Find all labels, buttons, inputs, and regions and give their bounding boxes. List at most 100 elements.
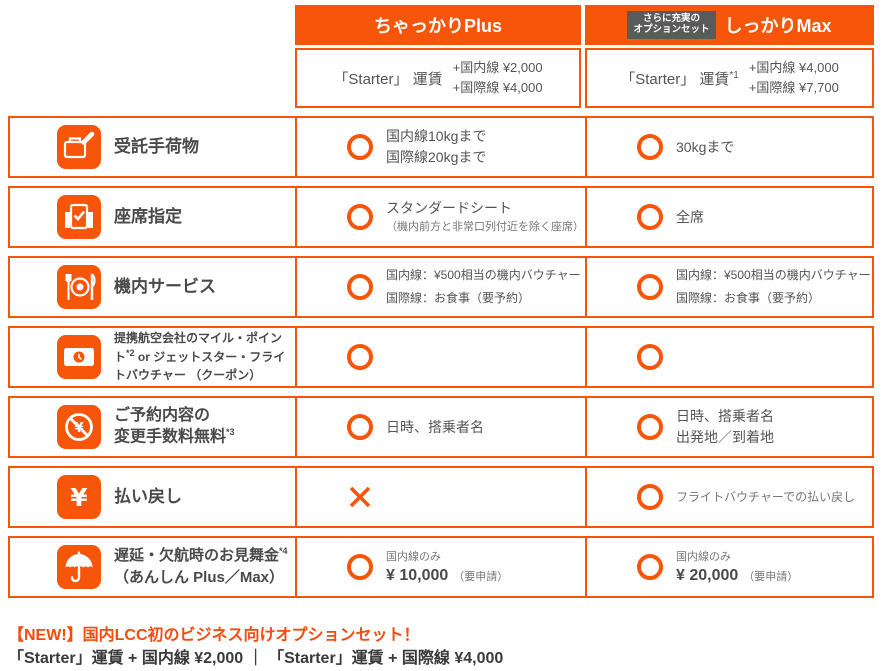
compensation-amount: ¥ 20,000 <box>676 566 739 584</box>
column-header-max: さらに充実の オプションセット しっかりMax <box>585 5 874 45</box>
cell-note: 国内線のみ <box>676 551 731 564</box>
included-circle-mark <box>637 344 663 370</box>
column-header-row: ちゃっかりPlus さらに充実の オプションセット しっかりMax <box>295 5 874 45</box>
feature-label: 遅延・欠航時のお見舞金*4 （あんしん Plus／Max） <box>114 546 288 586</box>
feature-cell: ¥ 払い戻し <box>10 468 297 526</box>
table-row-baggage: 受託手荷物 国内線10kgまで 国際線20kgまで 30kgまで <box>8 116 874 178</box>
max-cell: 国内線：¥500相当の機内バウチャー 国際線：お食事（要予約） <box>587 258 872 316</box>
compensation-amount: ¥ 10,000 <box>386 566 449 584</box>
plus-cell <box>297 468 587 526</box>
feature-label: 払い戻し <box>114 486 182 506</box>
table-row-meal: 機内サービス 国内線：¥500相当の機内バウチャー 国際線：お食事（要予約） 国… <box>8 256 874 318</box>
fare-line: +国内線 ¥4,000 <box>748 59 839 75</box>
compensation-suffix: （要申請） <box>453 570 509 583</box>
footer: 【NEW!】国内LCC初のビジネス向けオプションセット！ 「Starter」運賃… <box>8 624 874 671</box>
included-circle-mark <box>347 134 373 160</box>
fare-surcharges: +国内線 ¥4,000 +国際線 ¥7,700 <box>749 58 839 98</box>
included-circle-mark <box>637 414 663 440</box>
plus-cell: 国内線：¥500相当の機内バウチャー 国際線：お食事（要予約） <box>297 258 587 316</box>
cell-text: 全席 <box>676 208 704 225</box>
feature-label: ご予約内容の 変更手数料無料*3 <box>114 407 235 446</box>
plus-title: ちゃっかりPlus <box>373 16 502 36</box>
fare-price-row: 「Starter」 運賃 +国内線 ¥2,000 +国際線 ¥4,000 「St… <box>295 48 874 108</box>
footer-new-banner: 【NEW!】国内LCC初のビジネス向けオプションセット！ <box>8 627 420 644</box>
included-circle-mark <box>347 274 373 300</box>
fare-line: +国内線 ¥2,000 <box>452 59 543 75</box>
plus-cell: 国内線のみ ¥ 10,000 （要申請） <box>297 538 587 596</box>
feature-label: 機内サービス <box>114 276 216 296</box>
max-cell: 日時、搭乗者名 出発地／到着地 <box>587 398 872 456</box>
fare-label: 「Starter」 運賃 <box>333 70 443 88</box>
table-row-miles-voucher: 提携航空会社のマイル・ポイント*2 or ジェットスター・フライトバウチャー （… <box>8 326 874 388</box>
plus-cell: 日時、搭乗者名 <box>297 398 587 456</box>
cell-note: （機内前方と非常口列付近を除く座席） <box>386 220 584 233</box>
fare-label: 「Starter」 運賃*1 <box>620 69 739 88</box>
fare-comparison-table: ちゃっかりPlus さらに充実の オプションセット しっかりMax 「Start… <box>8 5 874 598</box>
feature-label: 座席指定 <box>114 206 182 226</box>
badge-line: オプションセット <box>633 24 710 35</box>
voucher-icon <box>57 335 101 379</box>
cell-text: スタンダードシート <box>386 199 512 216</box>
included-circle-mark <box>347 204 373 230</box>
not-included-cross-mark <box>347 484 373 510</box>
cell-text: 国際線：お食事（要予約） <box>676 291 821 305</box>
max-cell <box>587 328 872 386</box>
feature-cell: 座席指定 <box>10 188 297 246</box>
included-circle-mark <box>347 554 373 580</box>
refund-icon: ¥ <box>57 475 101 519</box>
seat-icon <box>57 195 101 239</box>
max-cell: 国内線のみ ¥ 20,000 （要申請） <box>587 538 872 596</box>
included-circle-mark <box>637 274 663 300</box>
fare-line: +国際線 ¥7,700 <box>748 80 839 95</box>
cell-text: 出発地／到着地 <box>676 429 774 445</box>
column-header-plus: ちゃっかりPlus <box>295 5 581 45</box>
cell-text: 国際線：お食事（要予約） <box>386 291 531 305</box>
table-row-compensation: 遅延・欠航時のお見舞金*4 （あんしん Plus／Max） 国内線のみ ¥ 10,… <box>8 536 874 598</box>
cell-text: 国内線：¥500相当の機内バウチャー <box>386 268 581 283</box>
cell-text: フライトバウチャーでの払い戻し <box>676 489 856 504</box>
fare-line: +国際線 ¥4,000 <box>452 80 543 95</box>
footer-fare-summary: 「Starter」運賃 + 国内線 ¥2,000 ｜ 「Starter」運賃 +… <box>8 650 504 668</box>
cell-text: 国際線20kgまで <box>386 149 487 165</box>
included-circle-mark <box>637 554 663 580</box>
compensation-suffix: （要申請） <box>743 570 799 583</box>
cell-text: 日時、搭乗者名 <box>676 408 774 424</box>
feature-label: 受託手荷物 <box>114 136 199 156</box>
feature-cell: 機内サービス <box>10 258 297 316</box>
umbrella-icon <box>57 545 101 589</box>
cell-note: 国内線のみ <box>386 551 441 564</box>
plus-cell: スタンダードシート （機内前方と非常口列付近を除く座席） <box>297 188 587 246</box>
option-set-badge: さらに充実の オプションセット <box>627 11 716 39</box>
plus-cell: 国内線10kgまで 国際線20kgまで <box>297 118 587 176</box>
table-row-refund: ¥ 払い戻し フライトバウチャーでの払い戻し <box>8 466 874 528</box>
included-circle-mark <box>347 414 373 440</box>
feature-cell: 提携航空会社のマイル・ポイント*2 or ジェットスター・フライトバウチャー （… <box>10 328 297 386</box>
max-cell: フライトバウチャーでの払い戻し <box>587 468 872 526</box>
included-circle-mark <box>637 204 663 230</box>
svg-text:¥: ¥ <box>70 483 88 512</box>
cell-text: 国内線：¥500相当の機内バウチャー <box>676 268 871 283</box>
included-circle-mark <box>637 134 663 160</box>
included-circle-mark <box>637 484 663 510</box>
meal-icon <box>57 265 101 309</box>
baggage-icon <box>57 125 101 169</box>
plus-cell <box>297 328 587 386</box>
included-circle-mark <box>347 344 373 370</box>
feature-cell: 受託手荷物 <box>10 118 297 176</box>
fare-surcharges: +国内線 ¥2,000 +国際線 ¥4,000 <box>453 58 543 98</box>
cell-text: 30kgまで <box>676 138 735 155</box>
badge-line: さらに充実の <box>642 13 700 25</box>
cell-text: 日時、搭乗者名 <box>386 418 484 435</box>
max-fare-cell: 「Starter」 運賃*1 +国内線 ¥4,000 +国際線 ¥7,700 <box>585 48 874 108</box>
plus-fare-cell: 「Starter」 運賃 +国内線 ¥2,000 +国際線 ¥4,000 <box>295 48 581 108</box>
max-title: しっかりMax <box>724 16 832 36</box>
no-fee-icon: ¥ <box>57 405 101 449</box>
max-cell: 30kgまで <box>587 118 872 176</box>
max-cell: 全席 <box>587 188 872 246</box>
feature-cell: 遅延・欠航時のお見舞金*4 （あんしん Plus／Max） <box>10 538 297 596</box>
table-row-seat: 座席指定 スタンダードシート （機内前方と非常口列付近を除く座席） 全席 <box>8 186 874 248</box>
cell-text: 国内線10kgまで <box>386 128 487 144</box>
feature-label: 提携航空会社のマイル・ポイント*2 or ジェットスター・フライトバウチャー （… <box>114 330 286 382</box>
